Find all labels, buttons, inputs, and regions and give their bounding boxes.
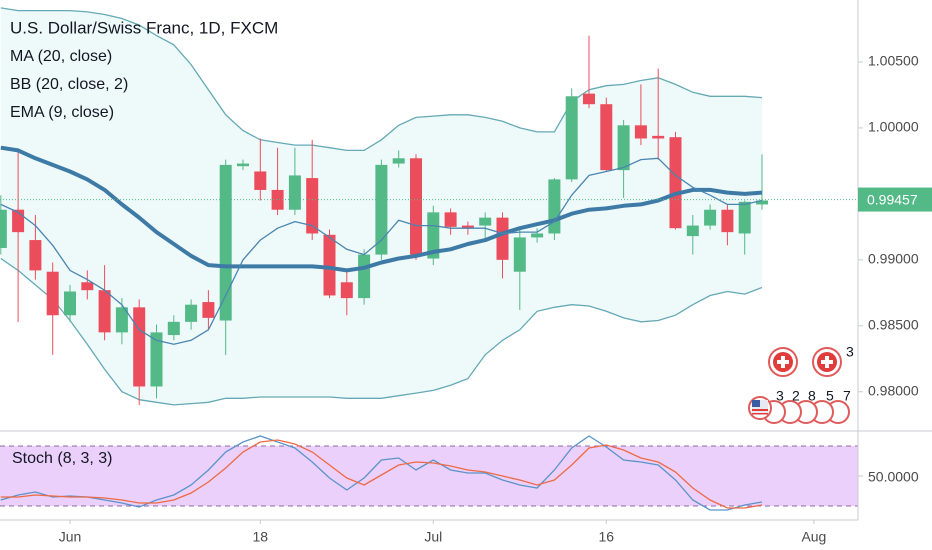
candle-body [237, 163, 249, 167]
legend-ema: EMA (9, close) [10, 104, 114, 121]
chart-title: U.S. Dollar/Swiss Franc, 1D, FXCM [10, 18, 278, 37]
flag-cross [821, 360, 833, 364]
ema-line [0, 157, 763, 345]
candle-body [583, 93, 595, 105]
event-count: 2 [792, 388, 800, 404]
us-flag-stripe [752, 409, 768, 411]
y-tick-label: 0.98500 [868, 317, 919, 333]
y-tick-label: 1.00000 [868, 119, 919, 135]
candle-body [271, 189, 284, 210]
y-tick-label: 0.98000 [868, 382, 919, 398]
stoch-band [0, 446, 858, 506]
plot-layer [0, 7, 858, 511]
candle-body [496, 217, 509, 260]
us-flag-canton [752, 400, 760, 407]
stoch-line [0, 435, 763, 511]
candle-body [81, 282, 94, 291]
last-price-label: 0.99457 [867, 191, 918, 207]
x-tick-label: Jul [424, 529, 442, 545]
flag-cross [777, 360, 789, 364]
bb-lower [0, 257, 763, 406]
y-tick-label: 1.00500 [868, 53, 919, 69]
event-count: 8 [808, 388, 816, 404]
y-tick-label: 50.0000 [868, 469, 919, 485]
legend-bb: BB (20, close, 2) [10, 76, 128, 93]
last-price-box [858, 187, 932, 212]
candle-body [185, 304, 198, 322]
candle-body [600, 104, 613, 171]
candle-body [756, 200, 768, 205]
candle-body [358, 254, 371, 299]
candle-body [392, 158, 405, 164]
event-count: 5 [826, 388, 834, 404]
candle-body [219, 164, 232, 321]
x-tick-label: Jun [59, 529, 82, 545]
event-count: 3 [776, 388, 784, 404]
candle-body [98, 290, 111, 333]
candle-body [340, 282, 353, 299]
candle-body [513, 237, 526, 272]
candle-body [686, 225, 699, 237]
candle-body [254, 171, 267, 190]
candle-body [565, 96, 578, 180]
candle-body [375, 164, 388, 255]
candle-body [46, 271, 59, 316]
candle-body [704, 209, 717, 226]
us-flag-stripe [752, 413, 768, 415]
candle-body [64, 291, 76, 316]
candle-body [531, 233, 544, 238]
candle-body [634, 125, 647, 139]
y-tick-label: 0.99000 [868, 251, 919, 267]
candle-body [0, 209, 7, 248]
event-count: 3 [846, 344, 854, 360]
candle-body [721, 209, 734, 233]
candle-body [288, 175, 301, 210]
candle-body [410, 158, 422, 255]
event-icons: 3 3 2 8 5 7 [748, 344, 854, 424]
candle-body [167, 321, 180, 336]
stoch-line [0, 439, 763, 509]
legend-ma: MA (20, close) [10, 48, 112, 65]
candle-body [669, 137, 682, 229]
candle-body [652, 135, 665, 139]
candle-body [115, 307, 128, 333]
candle-body [133, 307, 146, 387]
candle-body [323, 234, 336, 296]
candle-body [150, 332, 163, 387]
candle-body [427, 212, 440, 259]
candle-body [444, 212, 457, 227]
ma-line [0, 145, 763, 273]
candle-body [479, 217, 492, 226]
candle-body [461, 225, 474, 229]
bb-upper [0, 7, 763, 152]
event-count: 7 [843, 388, 851, 404]
x-tick-label: 18 [253, 529, 269, 545]
x-tick-label: Aug [801, 529, 826, 545]
candle-body [548, 179, 561, 234]
candle-body [202, 302, 215, 318]
stoch-title: Stoch (8, 3, 3) [12, 450, 113, 467]
x-tick-label: 16 [599, 529, 615, 545]
candle-body [29, 240, 42, 271]
candle-body [306, 178, 319, 234]
candle-body [738, 201, 751, 234]
candle-body [617, 125, 630, 171]
